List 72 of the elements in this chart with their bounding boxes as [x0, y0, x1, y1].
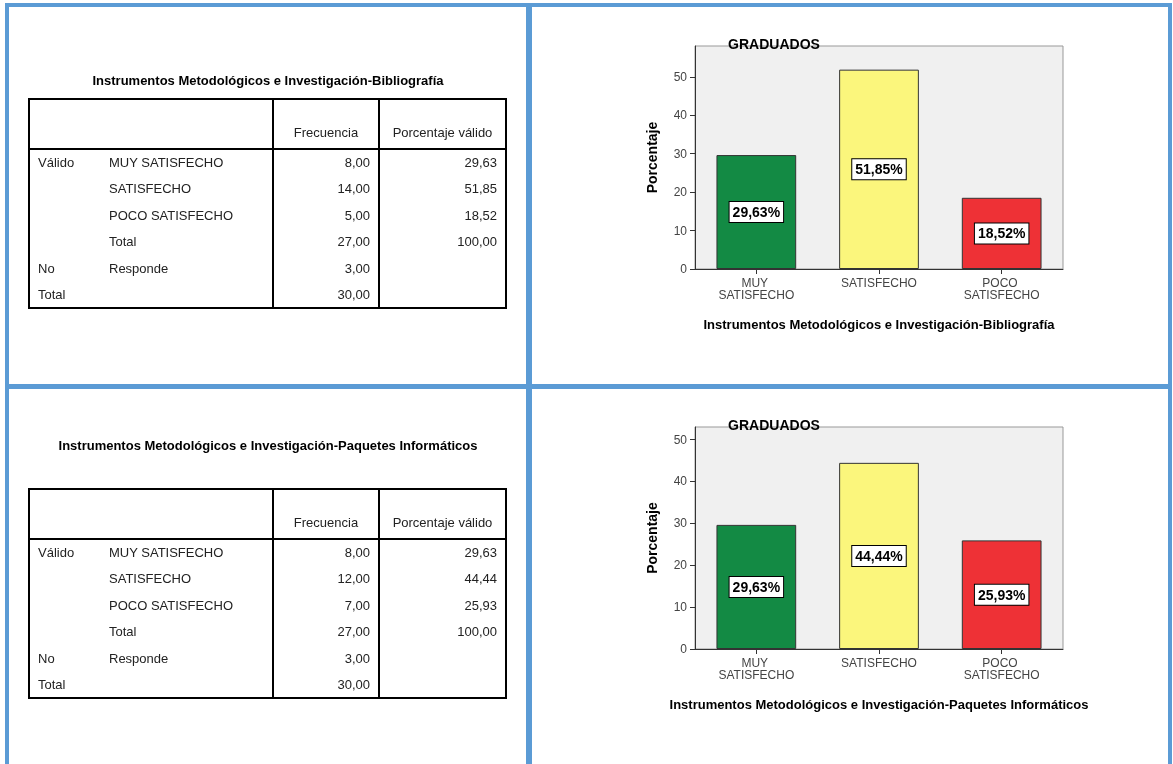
- text: Total: [37, 675, 67, 694]
- data-label: 29,63%: [732, 204, 781, 221]
- text: Total: [108, 623, 138, 642]
- y-axis-title: Porcentaje: [644, 121, 660, 194]
- y-tick-label: 30: [673, 146, 688, 161]
- text: 12,00: [273, 565, 379, 592]
- y-tick-label: 30: [673, 516, 688, 531]
- text: 8,00: [273, 149, 379, 176]
- y-tick-label: 40: [673, 108, 688, 123]
- x-tick-label: POCO SATISFECHO: [963, 276, 1040, 302]
- y-tick-label: 50: [673, 432, 688, 447]
- text: 27,00: [273, 228, 379, 255]
- x-axis-title: Instrumentos Metodológicos e Investigación-Bibliografía: [703, 316, 1056, 332]
- text: No: [37, 259, 56, 278]
- y-tick-label: 0: [680, 262, 688, 276]
- text: Porcentaje válido: [379, 489, 506, 539]
- data-label: 29,63%: [732, 578, 781, 595]
- text: 3,00: [273, 645, 379, 672]
- data-label: 44,44%: [855, 547, 904, 564]
- text: 7,00: [273, 592, 379, 619]
- text: 14,00: [273, 175, 379, 202]
- x-tick-label: POCO SATISFECHO: [963, 656, 1040, 682]
- y-tick-label: 10: [673, 223, 688, 238]
- data-label: 25,93%: [977, 586, 1026, 603]
- y-tick-label: 10: [673, 600, 688, 615]
- y-tick-label: 20: [673, 185, 688, 200]
- text: POCO SATISFECHO: [108, 206, 234, 225]
- text: MUY SATISFECHO: [108, 544, 225, 563]
- text: 5,00: [273, 202, 379, 229]
- y-tick-label: 40: [673, 474, 688, 489]
- text: 51,85: [379, 175, 506, 202]
- text: 100,00: [379, 618, 506, 645]
- text: 3,00: [273, 255, 379, 282]
- text: Total: [37, 285, 67, 304]
- chart-title: GRADUADOS: [728, 417, 820, 433]
- text: Responde: [108, 259, 170, 278]
- text: 30,00: [273, 671, 379, 698]
- text: Total: [108, 233, 138, 252]
- text: 44,44: [379, 565, 506, 592]
- text: SATISFECHO: [108, 180, 193, 199]
- x-tick-label: SATISFECHO: [841, 656, 917, 670]
- text: Frecuencia: [273, 99, 379, 149]
- x-tick-label: SATISFECHO: [841, 276, 917, 290]
- text: Instrumentos Metodológicos e Investigación-Paquetes Informáticos: [58, 437, 478, 455]
- y-tick-label: 20: [673, 558, 688, 573]
- text: 29,63: [379, 149, 506, 176]
- text: 25,93: [379, 592, 506, 619]
- text: POCO SATISFECHO: [108, 596, 234, 615]
- y-axis-title: Porcentaje: [644, 502, 660, 574]
- x-axis-title: Instrumentos Metodológicos e Investigación-Paquetes Informáticos: [669, 696, 1089, 712]
- x-tick-label: MUY SATISFECHO: [718, 656, 795, 682]
- text: Válido: [37, 544, 76, 563]
- text: MUY SATISFECHO: [108, 154, 225, 173]
- text: 8,00: [273, 539, 379, 566]
- text: 27,00: [273, 618, 379, 645]
- text: Frecuencia: [273, 489, 379, 539]
- y-tick-label: 50: [673, 69, 688, 84]
- text: Instrumentos Metodológicos e Investigación-Bibliografía: [91, 72, 445, 90]
- text: 18,52: [379, 202, 506, 229]
- data-label: 51,85%: [855, 161, 904, 178]
- data-label: 18,52%: [977, 225, 1026, 242]
- chart-title: GRADUADOS: [728, 36, 820, 52]
- text: 100,00: [379, 228, 506, 255]
- text: Válido: [37, 154, 76, 173]
- text: Responde: [108, 649, 170, 668]
- text: No: [37, 649, 56, 668]
- text: Porcentaje válido: [379, 99, 506, 149]
- text: 29,63: [379, 539, 506, 566]
- text: SATISFECHO: [108, 570, 193, 589]
- y-tick-label: 0: [680, 642, 688, 656]
- x-tick-label: MUY SATISFECHO: [718, 276, 795, 302]
- text: 30,00: [273, 281, 379, 308]
